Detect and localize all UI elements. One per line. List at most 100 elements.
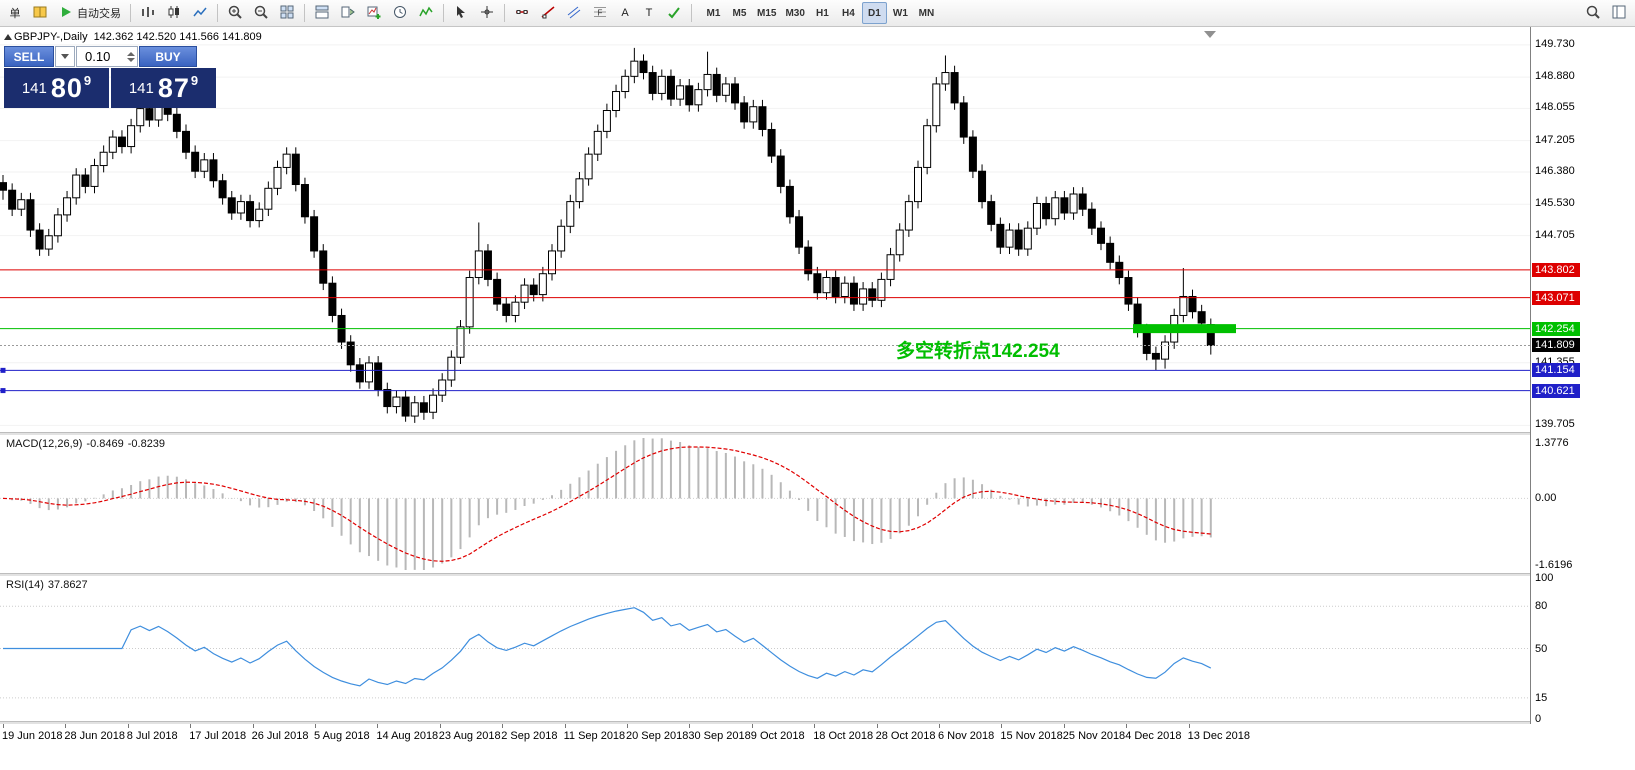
time-tick (439, 724, 441, 728)
time-tick (377, 724, 379, 728)
tile-windows-button[interactable] (275, 2, 299, 24)
level-price-label: 141.809 (1532, 338, 1580, 353)
order-type-dropdown[interactable] (55, 46, 75, 67)
tile-icon (279, 4, 295, 23)
buy-button[interactable]: BUY (139, 46, 197, 67)
time-tick (689, 724, 691, 728)
time-axis-label: 8 Jul 2018 (126, 730, 178, 742)
periods-button[interactable] (388, 2, 412, 24)
timeframe-button-M30[interactable]: M30 (785, 7, 805, 19)
time-axis-label: 19 Jun 2018 (2, 730, 63, 742)
time-tick (1126, 724, 1128, 728)
time-tick (3, 724, 4, 728)
horizontal-line-button[interactable] (510, 2, 534, 24)
bid-pipette: 9 (83, 72, 92, 88)
new-chart-button[interactable] (362, 2, 386, 24)
lot-size-value: 0.10 (85, 49, 111, 64)
macd-axis-label: -1.6196 (1535, 559, 1573, 571)
auto-scroll-button[interactable] (336, 2, 360, 24)
timeframe-button-W1[interactable]: W1 (892, 7, 908, 19)
main-toolbar: 单 自动交易 F A T M1 M5 M15 M30 H1 H4 D1 W1 MN (0, 0, 1635, 27)
bid-price-display[interactable]: 141 80 9 (4, 68, 109, 108)
ask-price-display[interactable]: 141 87 9 (111, 68, 216, 108)
price-chart-canvas[interactable] (0, 27, 1530, 432)
price-chart-panel[interactable]: GBPJPY-,Daily 142.362 142.520 141.566 141… (0, 27, 1530, 432)
zoom-out-icon (253, 4, 269, 23)
lot-size-input[interactable]: 0.10 (76, 46, 138, 67)
toolbar-separator (217, 4, 218, 22)
one-click-trading-panel: SELL 0.10 BUY 141 80 9 141 87 9 (4, 46, 216, 108)
play-icon (58, 4, 74, 23)
arrange-icon (314, 4, 330, 23)
rsi-label: RSI(14) 37.8627 (6, 579, 92, 591)
level-price-label: 142.254 (1532, 321, 1580, 336)
toolbar-separator (691, 4, 692, 22)
timeframe-button-H1[interactable]: H1 (816, 7, 829, 19)
sell-button[interactable]: SELL (4, 46, 54, 67)
ask-big-figure: 141 (128, 79, 154, 97)
time-axis-label: 2 Sep 2018 (501, 730, 558, 742)
fibonacci-button[interactable]: F (588, 2, 612, 24)
time-axis-label: 20 Sep 2018 (626, 730, 689, 742)
zoom-in-button[interactable] (223, 2, 247, 24)
zoom-out-button[interactable] (249, 2, 273, 24)
pivot-annotation-text[interactable]: 多空转折点142.254 (896, 341, 1060, 362)
macd-indicator-panel[interactable]: MACD(12,26,9) -0.8469 -0.8239 (0, 435, 1530, 573)
cursor-button[interactable] (449, 2, 473, 24)
toolbar-separator (443, 4, 444, 22)
spinner-down-icon[interactable] (127, 57, 135, 62)
timeframe-button-H4[interactable]: H4 (842, 7, 855, 19)
timeframe-button-M1[interactable]: M1 (706, 7, 721, 19)
timeframe-button-M15[interactable]: M15 (757, 7, 777, 19)
timeframe-button-D1[interactable]: D1 (861, 2, 887, 24)
text-tool-button[interactable]: A (614, 2, 636, 24)
price-axis[interactable]: 149.730 148.880 148.055 147.205 146.380 145.5… (1530, 27, 1635, 725)
new-order-button-label: 单 (9, 8, 21, 20)
time-axis[interactable]: 19 Jun 2018 28 Jun 2018 8 Jul 2018 17 Jul 2… (0, 724, 1635, 770)
time-axis-label: 17 Jul 2018 (189, 730, 247, 742)
rsi-indicator-panel[interactable]: RSI(14) 37.8627 (0, 576, 1530, 721)
hline-icon (514, 4, 530, 23)
price-tick-label: 147.205 (1535, 133, 1575, 146)
symbol-search-button[interactable] (1581, 2, 1605, 24)
time-axis-label: 25 Nov 2018 (1062, 730, 1126, 742)
line-chart-button[interactable] (188, 2, 212, 24)
rsi-name: RSI(14) (6, 579, 44, 591)
arrange-windows-button[interactable] (310, 2, 334, 24)
arrows-tool-button[interactable] (662, 2, 686, 24)
ohlc-values: 142.362 142.520 141.566 141.809 (93, 31, 262, 43)
price-tick-label: 148.055 (1535, 101, 1575, 114)
autotrading-button[interactable]: 自动交易 (54, 2, 125, 24)
panels-button[interactable] (1607, 2, 1631, 24)
time-axis-label: 18 Oct 2018 (813, 730, 874, 742)
timeframe-button-M5[interactable]: M5 (732, 7, 747, 19)
lot-spinner[interactable] (127, 51, 135, 62)
chart-marker-icon (4, 34, 12, 40)
macd-signal-value: -0.8239 (127, 438, 166, 450)
timeframe-button-MN[interactable]: MN (918, 7, 935, 19)
candlestick-chart-button[interactable] (162, 2, 186, 24)
spinner-up-icon[interactable] (127, 51, 135, 56)
macd-axis-label: 1.3776 (1535, 437, 1569, 449)
cursor-icon (453, 4, 469, 23)
time-tick (1001, 724, 1003, 728)
rsi-canvas[interactable] (0, 576, 1530, 721)
channel-button[interactable] (562, 2, 586, 24)
clock-icon (392, 4, 408, 23)
rsi-axis-label: 0 (1535, 713, 1542, 725)
bar-chart-button[interactable] (136, 2, 160, 24)
charts-profile-button[interactable] (28, 2, 52, 24)
time-tick (65, 724, 67, 728)
toolbar-right-group (1581, 2, 1631, 24)
indicators-button[interactable] (414, 2, 438, 24)
label-tool-button[interactable]: T (638, 2, 660, 24)
time-tick (564, 724, 566, 728)
trendline-button[interactable] (536, 2, 560, 24)
macd-canvas[interactable] (0, 435, 1530, 573)
crosshair-button[interactable] (475, 2, 499, 24)
time-axis-label: 28 Jun 2018 (64, 730, 125, 742)
new-order-button[interactable]: 单 (4, 2, 26, 24)
linechart-icon (192, 4, 208, 23)
crosshair-icon (479, 4, 495, 23)
